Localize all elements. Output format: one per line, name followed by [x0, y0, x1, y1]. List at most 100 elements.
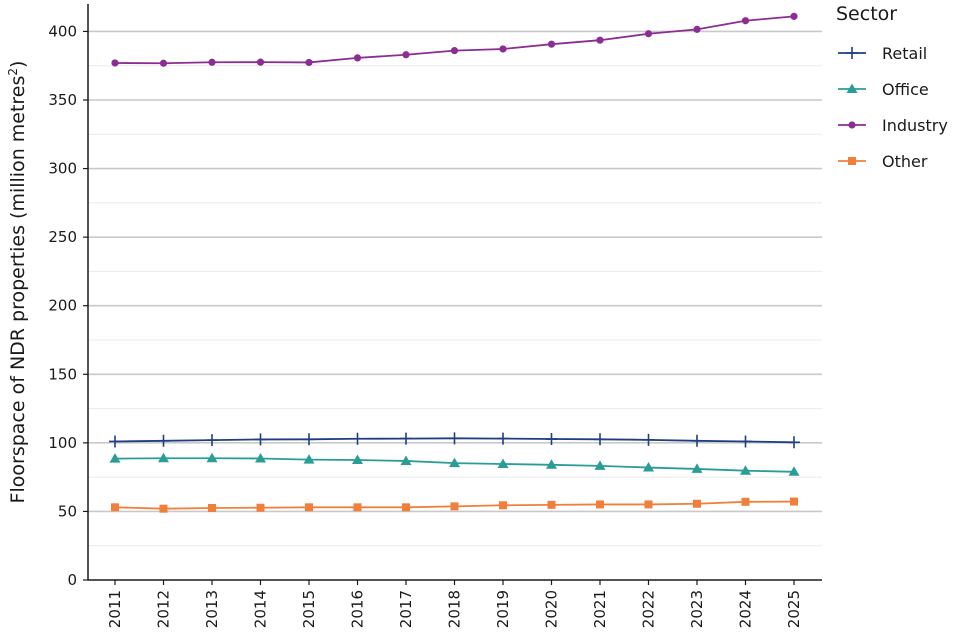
data-point-office — [643, 462, 654, 472]
axes — [87, 4, 822, 581]
data-point-other — [402, 503, 410, 512]
data-point-other — [256, 503, 265, 512]
x-tick-label: 2014 — [252, 590, 270, 628]
data-point-office — [303, 454, 315, 464]
data-point-office — [206, 452, 218, 463]
data-point-other — [159, 504, 168, 513]
data-point-retail — [642, 433, 655, 446]
y-axis-title-main: Floorspace of NDR properties (million me… — [7, 76, 29, 504]
data-point-other — [790, 497, 798, 506]
y-axis-title-superscript: 2 — [6, 68, 20, 76]
data-point-retail — [206, 434, 218, 447]
legend-item-other: Other — [838, 152, 928, 171]
data-point-industry — [596, 36, 604, 44]
data-point-retail — [448, 432, 461, 445]
legend-marker-office — [846, 83, 858, 93]
data-point-retail — [400, 432, 412, 445]
y-tick-label: 350 — [48, 91, 77, 109]
legend-item-office: Office — [838, 80, 929, 99]
y-axis-title: Floorspace of NDR properties (million me… — [6, 61, 29, 504]
legend-item-industry: Industry — [838, 116, 948, 135]
data-point-retail — [157, 434, 170, 447]
x-tick-label: 2016 — [349, 590, 367, 628]
data-point-industry — [159, 59, 168, 67]
data-point-industry — [208, 58, 216, 66]
legend-item-retail: Retail — [838, 44, 927, 63]
legend-items: Retail Office Industry Other — [838, 44, 948, 171]
data-point-retail — [351, 432, 364, 445]
data-point-industry — [790, 12, 798, 20]
data-point-other — [353, 503, 362, 512]
data-point-industry — [547, 40, 556, 48]
data-point-other — [644, 500, 653, 509]
x-tick-label: 2013 — [203, 590, 221, 628]
grid-lines — [88, 30, 822, 547]
legend-title: Sector — [836, 3, 897, 25]
x-tick-label: 2020 — [543, 590, 561, 628]
legend-marker-industry — [848, 121, 856, 129]
data-point-office — [255, 452, 266, 463]
data-point-other — [111, 503, 119, 512]
series-other — [111, 497, 798, 513]
x-axis-ticks: 2011 2012 2013 2014 2015 2016 2017 2018 2019 2020… — [106, 580, 803, 628]
legend-label-office: Office — [882, 80, 929, 99]
y-axis-ticks: 0 50 100 150 200 250 300 350 400 — [48, 22, 88, 589]
data-point-industry — [499, 45, 507, 53]
data-point-industry — [450, 47, 459, 55]
data-point-retail — [691, 434, 703, 447]
data-point-industry — [256, 58, 265, 66]
series-office — [109, 452, 800, 476]
x-tick-label: 2019 — [494, 590, 512, 628]
y-tick-label: 250 — [48, 228, 77, 246]
data-point-other — [208, 504, 216, 512]
legend-label-other: Other — [882, 152, 928, 171]
data-point-other — [741, 497, 750, 506]
data-point-other — [499, 501, 507, 510]
y-tick-label: 300 — [48, 160, 77, 178]
data-point-office — [352, 454, 363, 464]
data-point-office — [691, 463, 703, 473]
data-point-industry — [305, 58, 313, 67]
data-point-office — [109, 453, 121, 463]
x-tick-label: 2018 — [446, 590, 464, 628]
x-tick-label: 2017 — [397, 590, 415, 628]
data-point-office — [158, 452, 169, 463]
data-point-retail — [739, 435, 752, 448]
data-point-office — [546, 459, 557, 469]
data-point-retail — [497, 432, 509, 445]
data-point-retail — [254, 433, 267, 446]
data-point-office — [594, 460, 606, 470]
y-tick-label: 100 — [48, 434, 77, 452]
data-point-other — [305, 503, 313, 512]
y-axis-title-close: ) — [7, 61, 29, 68]
series-retail — [109, 432, 800, 449]
data-point-office — [740, 465, 751, 475]
legend-marker-retail — [846, 47, 858, 59]
series-layer — [109, 12, 800, 513]
data-point-office — [788, 466, 800, 476]
data-point-retail — [788, 436, 800, 449]
y-tick-label: 50 — [58, 502, 77, 520]
legend: Sector Retail Office Industry Other — [836, 3, 948, 171]
x-tick-label: 2021 — [591, 590, 609, 628]
data-point-other — [450, 502, 459, 511]
data-point-office — [497, 458, 509, 468]
data-point-industry — [741, 17, 750, 25]
data-point-retail — [545, 433, 558, 446]
data-point-office — [449, 457, 460, 468]
x-tick-label: 2023 — [688, 590, 706, 628]
data-point-industry — [111, 59, 119, 67]
data-point-industry — [402, 51, 410, 59]
data-point-retail — [303, 433, 315, 446]
data-point-office — [400, 455, 412, 465]
data-point-other — [596, 500, 604, 509]
series-industry — [111, 12, 798, 67]
y-tick-label: 400 — [48, 22, 77, 40]
legend-marker-other — [848, 157, 856, 165]
y-tick-label: 0 — [67, 571, 77, 589]
data-point-industry — [644, 30, 653, 38]
data-point-retail — [594, 433, 606, 446]
data-point-other — [547, 500, 556, 509]
data-point-other — [693, 499, 701, 508]
